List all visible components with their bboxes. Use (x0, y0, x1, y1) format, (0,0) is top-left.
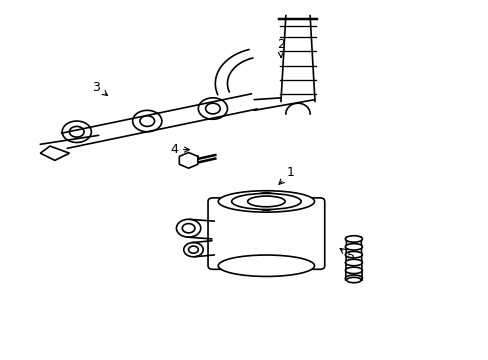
Ellipse shape (345, 267, 362, 274)
Ellipse shape (346, 277, 361, 283)
Ellipse shape (345, 259, 362, 266)
Ellipse shape (345, 251, 362, 258)
FancyBboxPatch shape (207, 198, 324, 269)
Ellipse shape (247, 196, 285, 207)
Ellipse shape (345, 275, 362, 282)
Polygon shape (179, 153, 198, 168)
Ellipse shape (345, 244, 362, 250)
Text: 3: 3 (92, 81, 107, 95)
Ellipse shape (345, 236, 362, 242)
Text: 4: 4 (170, 143, 189, 156)
Text: 2: 2 (277, 38, 285, 57)
Ellipse shape (218, 255, 314, 276)
PathPatch shape (40, 146, 69, 160)
Ellipse shape (231, 193, 301, 210)
Text: 1: 1 (279, 166, 294, 184)
Text: 5: 5 (340, 248, 355, 263)
Ellipse shape (218, 191, 314, 212)
